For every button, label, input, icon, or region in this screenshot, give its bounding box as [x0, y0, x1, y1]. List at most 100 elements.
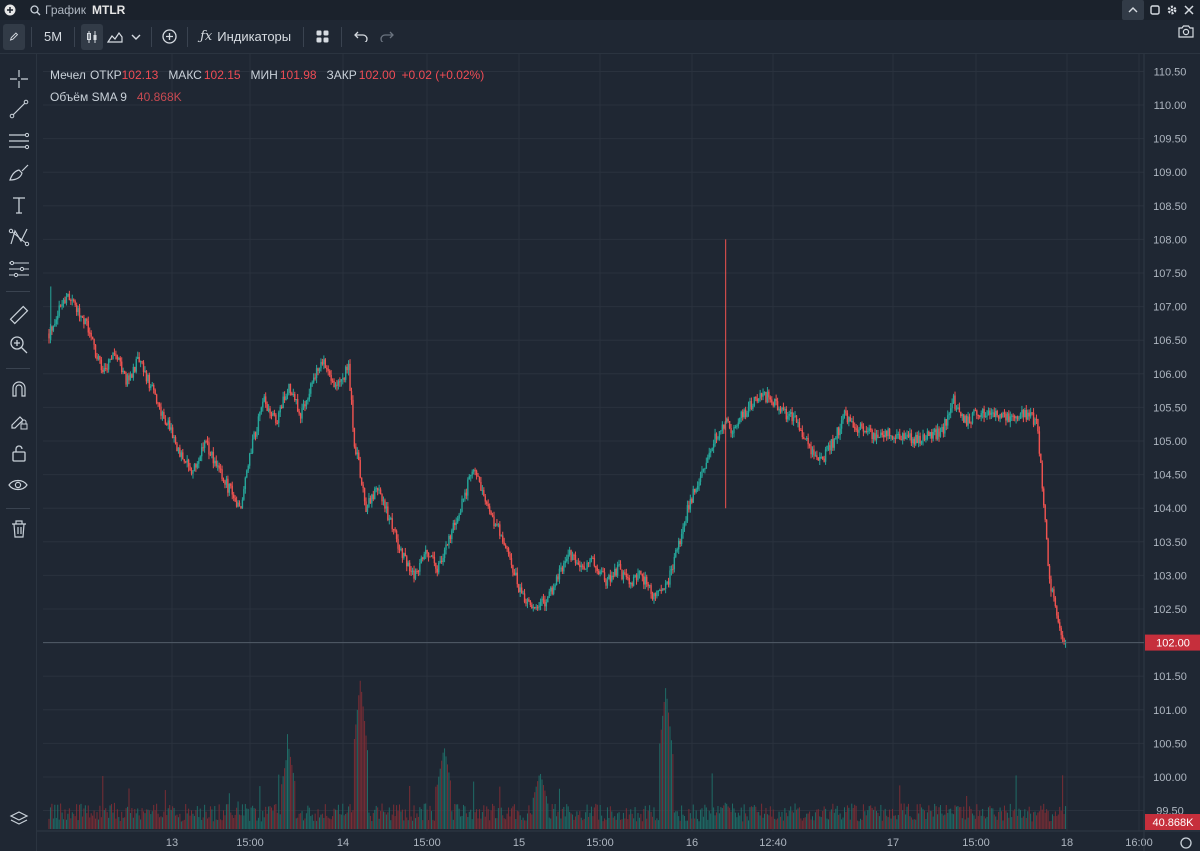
candle-body	[1000, 413, 1003, 418]
area-chart-icon[interactable]	[103, 24, 127, 50]
redo-icon[interactable]	[374, 24, 400, 50]
candle-body	[987, 410, 990, 416]
x-tick-label: 15	[513, 837, 525, 849]
price-chart[interactable]: 110.50 110.00 109.50 109.00 108.50 108.00 107.…	[37, 54, 1200, 851]
candle-body	[1032, 412, 1035, 425]
compare-add-icon[interactable]	[158, 24, 181, 50]
crosshair-icon[interactable]	[6, 66, 32, 92]
candle-body	[984, 416, 987, 418]
candle-body	[1005, 413, 1007, 421]
maximize-icon[interactable]	[1150, 5, 1160, 15]
interval-button[interactable]: 5M	[44, 29, 63, 44]
candle-body	[832, 439, 834, 448]
candle-body	[529, 600, 532, 606]
candle-body	[920, 440, 923, 444]
zoom-in-icon[interactable]	[6, 332, 32, 358]
add-tab-icon[interactable]	[0, 0, 20, 20]
horizontal-lines-icon[interactable]	[6, 128, 32, 154]
x-tick-label: 15:00	[413, 837, 441, 849]
candle-body	[900, 439, 902, 441]
candle-body	[625, 573, 628, 578]
candle-body	[327, 369, 329, 371]
candle-body	[710, 450, 712, 453]
candle-body	[788, 413, 790, 416]
candle-body	[689, 498, 692, 510]
gear-icon[interactable]	[1166, 4, 1178, 16]
y-tick-label: 104.50	[1153, 470, 1187, 482]
candle-body	[167, 420, 169, 425]
candle-body	[605, 580, 607, 586]
candle-body	[718, 431, 721, 439]
candle-body	[57, 315, 59, 320]
layers-icon[interactable]	[6, 806, 32, 832]
candle-body	[901, 433, 904, 441]
candle-body	[1028, 412, 1030, 417]
candle-body	[131, 374, 133, 378]
candle-body	[997, 415, 1000, 419]
candle-body	[422, 557, 424, 559]
candle-body	[185, 461, 187, 463]
candle-body	[97, 355, 100, 360]
candle-body	[343, 378, 345, 380]
candle-body	[782, 407, 785, 410]
candle-body	[737, 422, 740, 426]
candle-body	[390, 518, 392, 520]
candle-body	[883, 435, 885, 438]
candle-body	[622, 572, 625, 580]
candle-body	[881, 432, 884, 436]
candle-body	[318, 368, 321, 372]
candle-body	[137, 356, 139, 359]
candles-icon[interactable]	[81, 23, 104, 50]
eye-icon[interactable]	[6, 472, 32, 498]
pattern-icon[interactable]	[6, 224, 32, 250]
candle-body	[960, 412, 962, 417]
ruler-icon[interactable]	[6, 302, 32, 328]
title-bar: График MTLR	[0, 0, 1200, 20]
close-icon[interactable]	[1184, 5, 1194, 15]
trash-icon[interactable]	[6, 516, 32, 542]
candle-body	[203, 441, 206, 448]
unlock-icon[interactable]	[6, 440, 32, 466]
symbol-search[interactable]: График MTLR	[30, 3, 125, 17]
candle-body	[586, 562, 588, 569]
candle-body	[250, 452, 252, 454]
pencil-icon[interactable]	[3, 23, 25, 50]
candle-body	[376, 487, 379, 491]
candle-body	[720, 430, 722, 432]
candle-body	[1003, 412, 1006, 414]
candle-body	[59, 305, 62, 307]
candle-body	[769, 397, 772, 400]
brush-icon[interactable]	[6, 160, 32, 186]
candle-body	[468, 476, 470, 480]
magnet-icon[interactable]	[6, 376, 32, 402]
layout-grid-icon[interactable]	[310, 24, 335, 50]
camera-icon[interactable]	[1178, 24, 1194, 41]
candle-body	[810, 446, 812, 455]
undo-icon[interactable]	[348, 24, 374, 50]
candle-body	[708, 452, 710, 458]
candle-body	[392, 529, 395, 531]
axis-settings-icon[interactable]	[1180, 837, 1192, 849]
candle-body	[865, 431, 868, 433]
candle-body	[843, 410, 846, 415]
candle-body	[83, 317, 85, 325]
chevron-down-icon[interactable]	[127, 24, 145, 50]
candle-body	[192, 470, 194, 474]
trend-line-icon[interactable]	[6, 96, 32, 122]
fib-levels-icon[interactable]	[6, 256, 32, 282]
candle-body	[70, 299, 72, 301]
candle-body	[541, 598, 543, 602]
candle-body	[187, 459, 190, 467]
candle-body	[621, 569, 623, 580]
candle-body	[199, 456, 201, 462]
candle-body	[1059, 622, 1061, 628]
text-tool-icon[interactable]	[6, 192, 32, 218]
indicators-button[interactable]: ƒx Индикаторы	[194, 24, 297, 50]
candle-body	[554, 584, 556, 588]
chevron-up-icon[interactable]	[1122, 0, 1144, 20]
high-value: 102.15	[203, 68, 241, 82]
lock-drawing-icon[interactable]	[6, 408, 32, 434]
candle-body	[218, 465, 220, 469]
candle-body	[294, 394, 296, 401]
candle-body	[299, 413, 302, 419]
